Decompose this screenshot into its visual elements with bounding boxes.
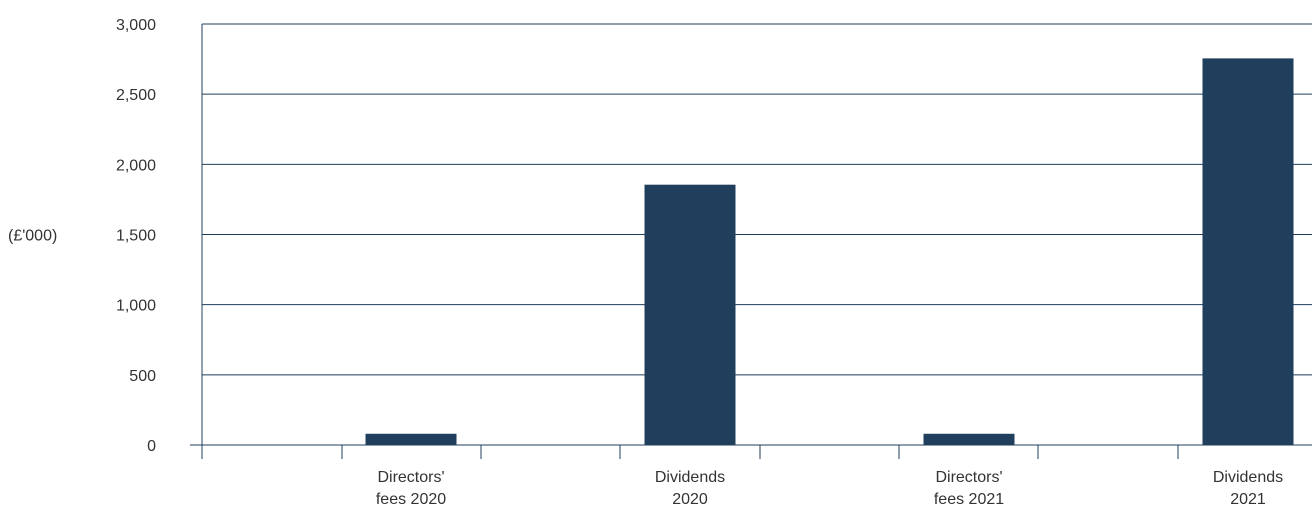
x-category-label-line: fees 2020 (376, 491, 446, 508)
bars (365, 58, 1294, 446)
x-category-label-line: 2021 (1230, 491, 1266, 508)
x-category-label-line: Dividends (1213, 469, 1283, 486)
x-category-label: Dividends 2021 (1213, 469, 1283, 508)
bar (1202, 58, 1294, 446)
y-axis-label: (£'000) (8, 228, 57, 245)
x-category-label-line: fees 2021 (934, 491, 1004, 508)
bar (644, 184, 736, 445)
x-category-label-line: Directors' (377, 469, 444, 486)
y-tick-label: 2,000 (116, 157, 156, 174)
y-tick-label: 3,000 (116, 17, 156, 34)
bar (365, 433, 457, 445)
y-tick-label: 500 (129, 368, 156, 385)
y-tick-label: 0 (147, 438, 156, 455)
y-tick-label: 1,500 (116, 228, 156, 245)
x-axis-category-labels: Directors' fees 2020 Dividends 2020 Director… (376, 469, 1283, 508)
x-category-label: Directors' fees 2021 (934, 469, 1004, 508)
x-axis (190, 24, 1312, 459)
y-tick-label: 2,500 (116, 87, 156, 104)
x-category-label-line: Directors' (935, 469, 1002, 486)
grid-lines (202, 23, 1312, 376)
x-category-label: Directors' fees 2020 (376, 469, 446, 508)
x-category-label: Dividends 2020 (655, 469, 725, 508)
bar (923, 433, 1015, 445)
y-axis-tick-labels: 0 500 1,000 1,500 2,000 2,500 3,000 (116, 17, 156, 455)
y-tick-label: 1,000 (116, 298, 156, 315)
x-category-label-line: Dividends (655, 469, 725, 486)
x-category-label-line: 2020 (672, 491, 708, 508)
